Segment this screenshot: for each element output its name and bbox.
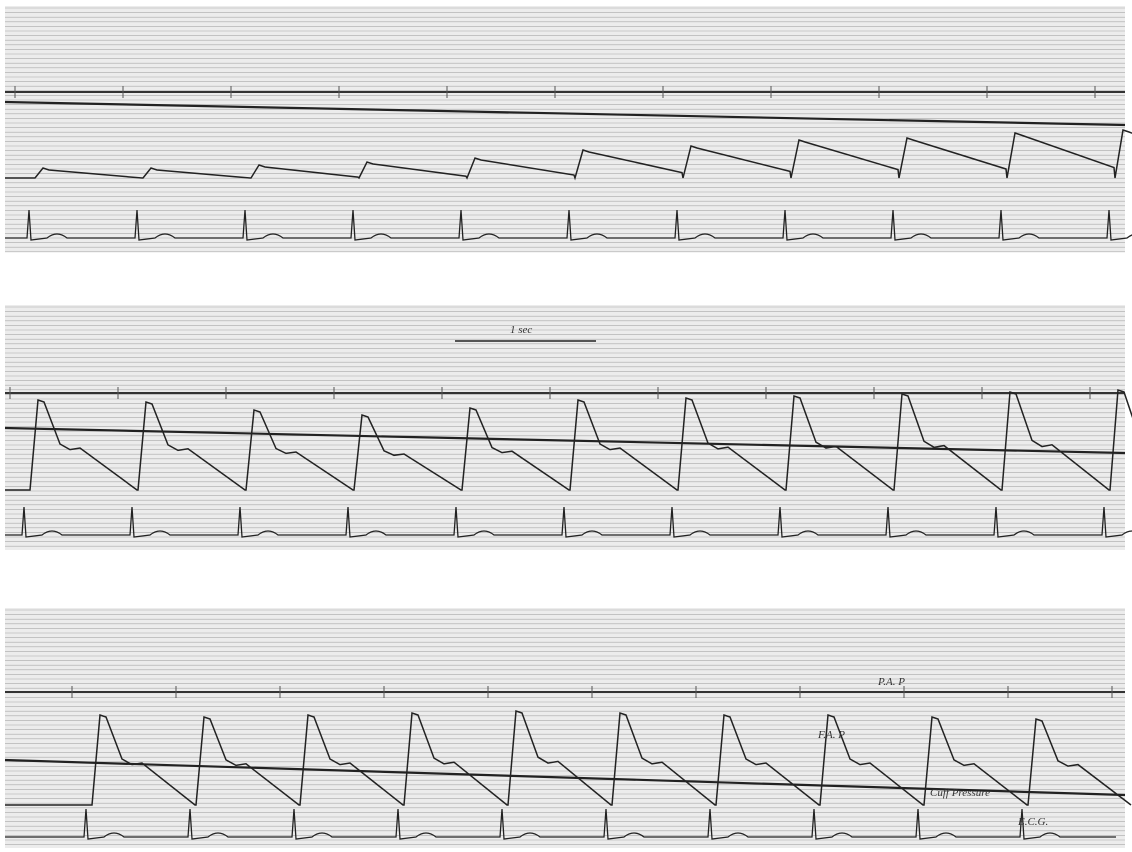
cuff-label: Cuff Pressure <box>930 787 990 799</box>
ecg-trace <box>5 209 1132 241</box>
pressure-trace <box>5 709 1132 806</box>
pressure-trace <box>5 129 1132 181</box>
pressure-trace <box>5 388 1132 491</box>
fa-label: F.A. P <box>817 729 845 741</box>
panels <box>4 6 1132 848</box>
pa-label: P.A. P <box>877 676 905 688</box>
ecg-label: E.C.G. <box>1017 816 1048 828</box>
cuff-line <box>4 758 1126 797</box>
cuff-line <box>4 426 1126 455</box>
scale-label: 1 sec <box>510 324 532 336</box>
strip <box>5 608 1125 848</box>
strip <box>5 6 1125 252</box>
cuff-line <box>4 100 1126 127</box>
ecg-trace <box>5 506 1132 538</box>
ecg-trace <box>5 808 1116 840</box>
